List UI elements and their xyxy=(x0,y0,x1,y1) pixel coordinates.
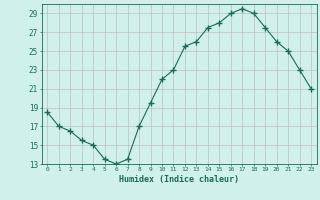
X-axis label: Humidex (Indice chaleur): Humidex (Indice chaleur) xyxy=(119,175,239,184)
